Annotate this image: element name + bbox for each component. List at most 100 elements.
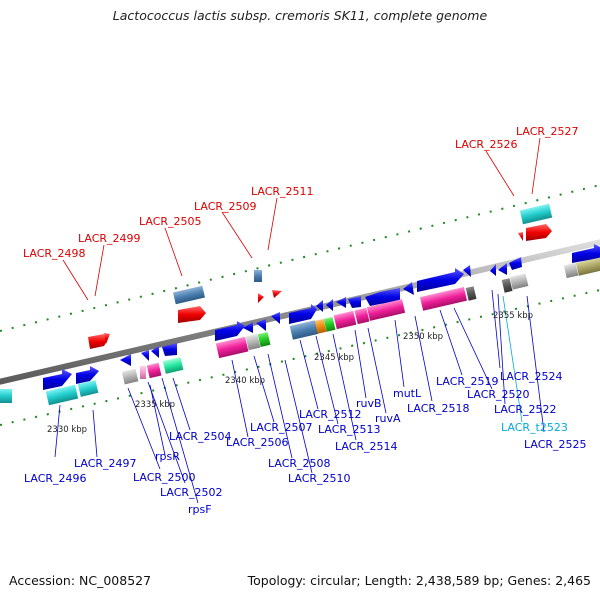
gene-blue-u: [498, 263, 507, 275]
gene-lpink-a: [140, 366, 146, 379]
gene-blue-a: [43, 369, 72, 390]
gene-blue-n: [336, 297, 346, 308]
gene-blue-e: [151, 346, 159, 358]
gene-label-LACR_2500: LACR_2500: [133, 471, 196, 484]
kbp-label-2330: 2330 kbp: [47, 425, 87, 435]
kbp-label-2355: 2355 kbp: [493, 311, 533, 321]
gene-gray-a: [121, 368, 139, 385]
gene-blue-c: [120, 354, 131, 366]
gene-label-LACR_2514: LACR_2514: [335, 440, 398, 453]
gene-label-LACR_2510: LACR_2510: [288, 472, 351, 485]
gene-green-b: [323, 317, 336, 332]
leader-lines-top: [62, 137, 541, 301]
gene-blue-p: [365, 288, 400, 306]
gene-LACR_2498-arrow: [88, 334, 107, 349]
gene-steel-a: [289, 320, 319, 340]
kbp-label-2350: 2350 kbp: [403, 332, 443, 342]
gene-label-LACR_2498: LACR_2498: [23, 247, 86, 260]
gene-label-ruvA: ruvA: [375, 412, 401, 425]
gene-green-a: [257, 332, 271, 347]
gene-label-LACR_2513: LACR_2513: [318, 423, 381, 436]
gene-pink-b: [215, 336, 249, 359]
gene-label-LACR_2509: LACR_2509: [194, 200, 257, 213]
gene-blue-m: [326, 299, 333, 311]
gene-pink-f: [419, 287, 467, 311]
gene-LACR_2511-arrow: [272, 290, 282, 298]
gene-label-LACR_t2523: LACR_t2523: [501, 421, 568, 434]
gene-label-LACR_2512: LACR_2512: [299, 408, 362, 421]
gene-blue-g: [215, 321, 245, 341]
gene-label-LACR_2508: LACR_2508: [268, 457, 331, 470]
gene-pink-c: [333, 310, 357, 330]
gene-label-LACR_2496: LACR_2496: [24, 472, 87, 485]
gene-blue-h: [243, 322, 253, 333]
gene-blue-v: [509, 257, 522, 270]
leader-lines-trna: [502, 295, 523, 423]
gene-label-LACR_2505: LACR_2505: [139, 215, 202, 228]
gene-blue-w: [572, 244, 600, 263]
gene-label-LACR_2520: LACR_2520: [467, 388, 530, 401]
gene-blue-i: [256, 319, 266, 331]
gene-mint-a: [162, 357, 184, 374]
gene-LACR_2505-box: [173, 285, 205, 305]
gene-blue-b: [76, 366, 99, 384]
gene-labels-bottom: LACR_2496 LACR_2497 LACR_2500 rpsR LACR_…: [24, 370, 587, 516]
gene-blue-q: [403, 282, 414, 295]
feature-arrows: [0, 203, 600, 406]
kbp-label-2335: 2335 kbp: [135, 400, 175, 410]
gene-label-rpsF: rpsF: [188, 503, 212, 516]
gene-LACR_2526-box: [519, 203, 553, 225]
gene-pink-e: [366, 299, 406, 321]
gene-label-LACR_2507: LACR_2507: [250, 421, 313, 434]
gene-label-LACR_2525: LACR_2525: [524, 438, 587, 451]
gene-label-LACR_2511: LACR_2511: [251, 185, 314, 198]
gene-pink-a: [146, 362, 162, 379]
kbp-label-2345: 2345 kbp: [314, 353, 354, 363]
gene-blue-o: [348, 296, 361, 308]
gene-olive-a: [575, 257, 600, 276]
gene-blue-r: [417, 268, 464, 292]
accession-label: Accession: NC_008527: [9, 573, 152, 588]
gene-blue-d: [141, 350, 149, 361]
gene-dark-b: [501, 278, 513, 293]
gene-label-LACR_2502: LACR_2502: [160, 486, 223, 499]
kbp-labels: 2330 kbp 2335 kbp 2340 kbp 2345 kbp 2350…: [47, 311, 533, 435]
gene-labels-top: LACR_2498 LACR_2499 LACR_2505 LACR_2509 …: [23, 125, 579, 260]
gene-blue-j: [271, 312, 280, 324]
gene-label-LACR_2519: LACR_2519: [436, 375, 499, 388]
gene-blue-f: [162, 343, 177, 356]
gene-gray-d: [563, 262, 579, 279]
map-title: Lactococcus lactis subsp. cremoris SK11,…: [112, 8, 488, 23]
gene-label-ruvB: ruvB: [356, 397, 382, 410]
gene-label-rpsR: rpsR: [155, 450, 180, 463]
gene-label-LACR_2504: LACR_2504: [169, 430, 232, 443]
gene-cyan-b: [77, 380, 99, 397]
gene-cyan-a: [45, 384, 79, 406]
leader-lines: [54, 289, 545, 504]
gene-label-LACR_2524: LACR_2524: [500, 370, 563, 383]
gene-cyan-edge: [0, 389, 12, 403]
gene-gray-b: [245, 333, 261, 351]
gene-gray-c: [509, 273, 529, 290]
gene-label-LACR_2506: LACR_2506: [226, 436, 289, 449]
gene-red-small-a: [518, 232, 523, 241]
gene-label-LACR_2518: LACR_2518: [407, 402, 470, 415]
gene-steel-2509: [254, 270, 262, 282]
gene-dark-a: [465, 286, 477, 301]
gene-label-LACR_2497: LACR_2497: [74, 457, 137, 470]
gene-pink-d: [354, 307, 370, 325]
gene-LACR_2527-arrow: [526, 224, 552, 241]
gene-LACR_2499-arrow: [104, 333, 110, 344]
genome-summary-label: Topology: circular; Length: 2,438,589 bp…: [247, 573, 591, 588]
gene-blue-t: [490, 264, 496, 276]
gene-orange-a: [314, 319, 327, 334]
gene-label-mutL: mutL: [393, 387, 422, 400]
gene-label-LACR_2527: LACR_2527: [516, 125, 579, 138]
gene-blue-k: [289, 304, 317, 324]
gene-label-LACR_2499: LACR_2499: [78, 232, 141, 245]
gene-blue-l: [316, 300, 323, 312]
kbp-label-2340: 2340 kbp: [225, 376, 265, 386]
gene-blue-s: [463, 265, 471, 277]
